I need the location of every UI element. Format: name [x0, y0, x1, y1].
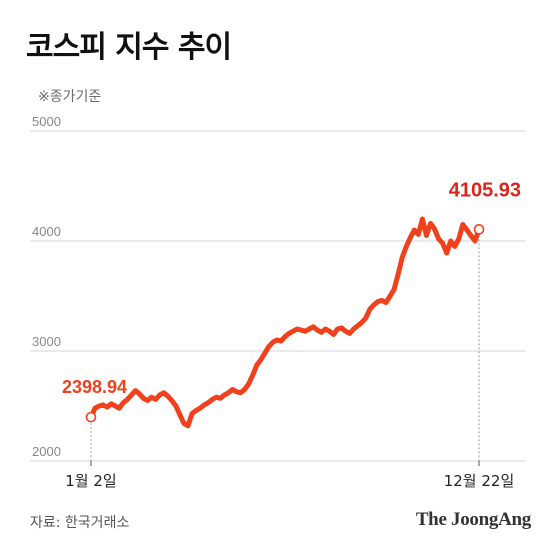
chart-title: 코스피 지수 추이 [26, 30, 232, 65]
series-line-kospi [88, 216, 482, 429]
data-label-first: 2398.94 [62, 377, 127, 397]
brand-logo: The JoongAng [415, 509, 531, 530]
x-tick-label: 12월 22일 [444, 472, 515, 490]
y-tick-label: 2000 [32, 444, 61, 459]
source-note: 자료: 한국거래소 [30, 515, 130, 531]
data-label-last: 4105.93 [449, 179, 521, 201]
grid-lines: 2000 3000 4000 5000 [30, 114, 525, 462]
x-axis: 1월 2일 12월 22일 [65, 235, 514, 490]
endpoint-marker-last [473, 224, 485, 235]
y-tick-label: 4000 [32, 224, 61, 239]
y-tick-label: 3000 [32, 334, 61, 349]
series-line [88, 216, 482, 429]
data-labels: 2398.94 4105.93 [62, 179, 521, 423]
chart-subtitle: ※종가기준 [38, 89, 102, 105]
y-tick-label: 5000 [32, 114, 61, 129]
endpoint-marker-first [85, 411, 97, 423]
x-tick-label: 1월 2일 [65, 472, 116, 490]
